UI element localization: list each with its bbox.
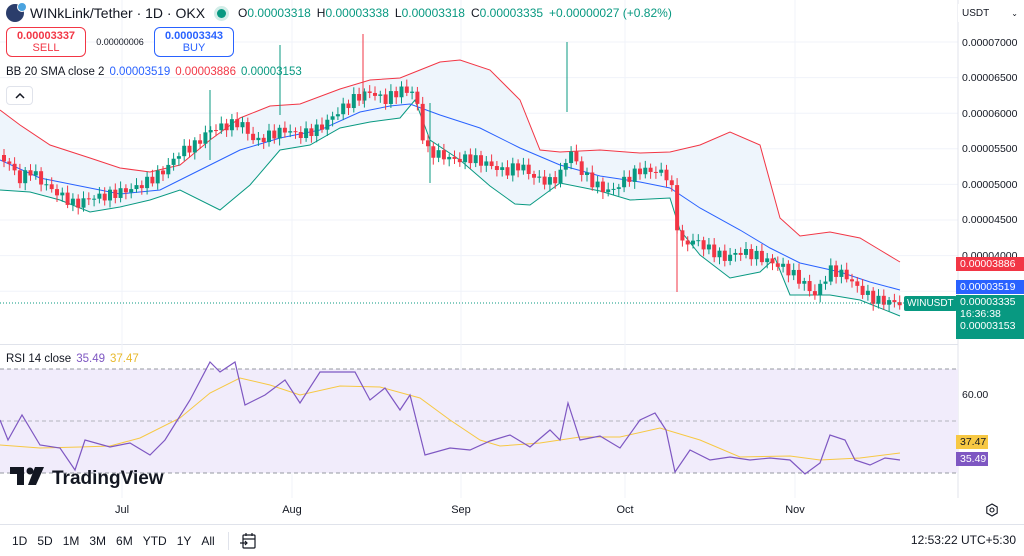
bb-lower-price: 0.00003153	[960, 320, 1016, 332]
price-tick: 0.00005000	[962, 179, 1018, 191]
time-label: Nov	[785, 504, 805, 516]
high-value: 0.00003338	[325, 6, 389, 20]
rsi-ma-value: 37.47	[109, 353, 139, 365]
toolbar-divider	[227, 531, 229, 550]
range-all-button[interactable]: All	[201, 533, 215, 548]
tradingview-logo[interactable]: TradingView	[10, 467, 164, 491]
range-1y-button[interactable]: 1Y	[176, 533, 192, 548]
bb-lower-value: 0.00003153	[240, 66, 302, 78]
bb-upper-price-label: 0.00003886	[956, 257, 1024, 271]
currency-select[interactable]: USDT ⌄	[958, 4, 1022, 22]
settings-hexagon-icon[interactable]	[985, 503, 999, 517]
bottom-toolbar: 1D 5D 1M 3M 6M YTD 1Y All 12:53:22 UTC+5…	[0, 524, 1024, 556]
rsi-legend[interactable]: RSI 14 close 35.49 37.47	[6, 353, 139, 365]
rsi-value: 35.49	[76, 353, 105, 365]
sell-button[interactable]: 0.00003337 SELL	[6, 27, 86, 57]
open-label: O	[238, 6, 248, 20]
range-1d-button[interactable]: 1D	[12, 533, 28, 548]
chevron-down-icon: ⌄	[1011, 8, 1018, 18]
rsi-value-label: 35.49	[956, 452, 988, 466]
calendar-goto-icon[interactable]	[239, 532, 257, 550]
timezone-clock[interactable]: 12:53:22 UTC+5:30	[910, 533, 1016, 547]
bar-countdown: 16:36:38	[960, 308, 1001, 320]
rsi-tick: 60.00	[962, 389, 989, 401]
price-tick: 0.00004500	[962, 214, 1018, 226]
close-label: C	[470, 6, 480, 20]
market-open-icon	[217, 8, 227, 18]
open-value: 0.00003318	[247, 6, 311, 20]
buy-button[interactable]: 0.00003343 BUY	[154, 27, 234, 57]
change-value: +0.00000027 (+0.82%)	[549, 6, 672, 20]
price-tick: 0.00005500	[962, 143, 1018, 155]
bb-basis-value: 0.00003519	[109, 66, 171, 78]
bb-basis-price-label: 0.00003519	[956, 280, 1024, 294]
buy-price: 0.00003343	[164, 30, 224, 42]
bb-label: BB 20 SMA close 2	[6, 66, 105, 78]
price-tick: 0.00007000	[962, 37, 1018, 49]
range-6m-button[interactable]: 6M	[116, 533, 133, 548]
close-value: 0.00003335	[479, 6, 544, 20]
bollinger-legend[interactable]: BB 20 SMA close 2 0.00003519 0.00003886 …	[6, 66, 302, 78]
chevron-up-icon	[14, 92, 25, 99]
price-tick: 0.00006000	[962, 108, 1018, 120]
range-5d-button[interactable]: 5D	[37, 533, 53, 548]
symbol-title[interactable]: WINkLink/Tether · 1D · OKX	[30, 5, 206, 21]
sell-price: 0.00003337	[16, 30, 76, 42]
last-price: 0.00003335	[960, 296, 1016, 308]
time-label: Aug	[282, 504, 302, 516]
buy-label: BUY	[182, 42, 206, 54]
rsi-label: RSI 14 close	[6, 353, 72, 365]
range-1m-button[interactable]: 1M	[62, 533, 80, 548]
ohlc-values: O0.00003318 H0.00003338 L0.00003318 C0.0…	[238, 6, 672, 20]
tradingview-mark-icon	[10, 467, 46, 491]
winklink-logo-icon	[6, 2, 27, 22]
time-label: Oct	[616, 504, 634, 516]
sell-label: SELL	[32, 42, 60, 54]
tradingview-wordmark: TradingView	[52, 468, 164, 489]
symbol-legend: WINkLink/Tether · 1D · OKX O0.00003318 H…	[6, 2, 672, 22]
currency-label: USDT	[962, 7, 990, 19]
price-tick: 0.00006500	[962, 72, 1018, 84]
low-label: L	[394, 6, 402, 20]
trade-panel: 0.00003337 SELL 0.00000006 0.00003343 BU…	[6, 27, 234, 57]
time-axis[interactable]: Jul Aug Sep Oct Nov	[0, 498, 958, 520]
range-3m-button[interactable]: 3M	[89, 533, 107, 548]
last-price-label: 0.00003335 16:36:38 0.00003153	[956, 295, 1024, 339]
time-label: Jul	[114, 504, 130, 516]
rsi-ma-label: 37.47	[956, 435, 988, 449]
symbol-tag: WINUSDT	[904, 296, 957, 311]
spread-value: 0.00000006	[96, 37, 144, 47]
range-buttons: 1D 5D 1M 3M 6M YTD 1Y All	[7, 534, 220, 548]
time-label: Sep	[451, 504, 471, 516]
range-ytd-button[interactable]: YTD	[142, 533, 167, 548]
bb-upper-value: 0.00003886	[175, 66, 236, 78]
high-label: H	[316, 6, 326, 20]
low-value: 0.00003318	[401, 6, 465, 20]
collapse-legend-button[interactable]	[6, 86, 33, 105]
